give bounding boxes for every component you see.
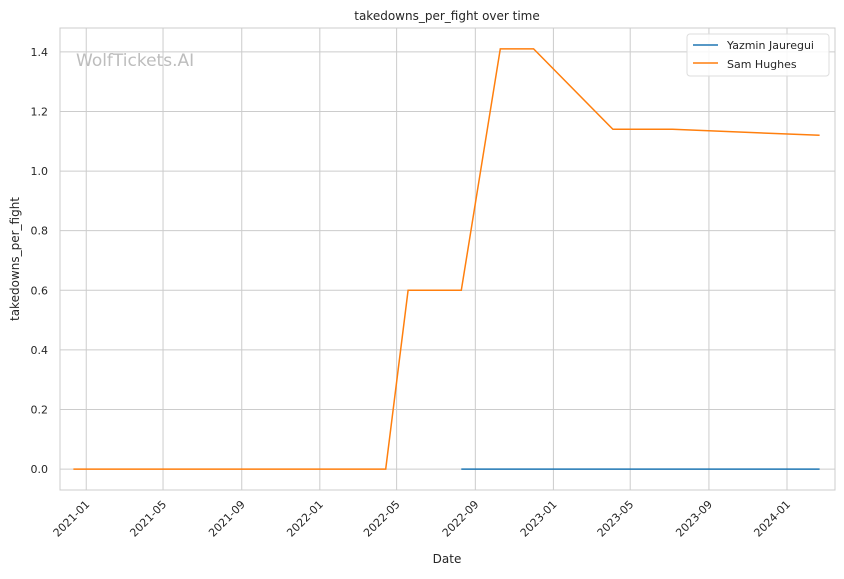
y-tick-label: 1.4: [31, 46, 49, 59]
y-ticks: 0.0 0.2 0.4 0.6 0.8 1.0 1.2 1.4: [31, 46, 49, 476]
x-ticks: 2021-01 2021-05 2021-09 2022-01 2022-05 2022-…: [51, 498, 793, 540]
series-line-sam-hughes: [73, 48, 820, 470]
legend-box: [686, 33, 830, 77]
x-tick-label: 2024-01: [751, 498, 793, 540]
y-tick-label: 0.8: [31, 225, 49, 238]
x-tick-label: 2022-05: [361, 498, 403, 540]
x-tick-label: 2023-05: [595, 498, 637, 540]
x-axis-label: Date: [433, 552, 462, 566]
x-tick-label: 2021-01: [51, 498, 93, 540]
legend-label-yazmin: Yazmin Jauregui: [726, 39, 814, 52]
y-tick-label: 1.0: [31, 165, 49, 178]
x-tick-label: 2021-05: [127, 498, 169, 540]
legend-label-sam: Sam Hughes: [727, 58, 797, 71]
plot-frame: [59, 27, 836, 491]
watermark: WolfTickets.AI: [76, 51, 194, 71]
x-tick-label: 2023-09: [673, 498, 715, 540]
chart-title: takedowns_per_fight over time: [354, 9, 540, 23]
series-lines: [73, 48, 820, 470]
y-tick-label: 0.0: [31, 463, 49, 476]
legend: Yazmin Jauregui Sam Hughes: [686, 33, 830, 77]
x-tick-label: 2021-09: [206, 498, 248, 540]
x-tick-label: 2022-01: [284, 498, 326, 540]
y-tick-label: 0.6: [31, 284, 49, 297]
y-tick-label: 0.4: [31, 344, 49, 357]
y-axis-label: takedowns_per_fight: [8, 197, 22, 321]
y-tick-label: 0.2: [31, 404, 49, 417]
x-tick-label: 2023-01: [518, 498, 560, 540]
grid: [60, 28, 835, 490]
x-tick-label: 2022-09: [440, 498, 482, 540]
y-tick-label: 1.2: [31, 105, 49, 118]
